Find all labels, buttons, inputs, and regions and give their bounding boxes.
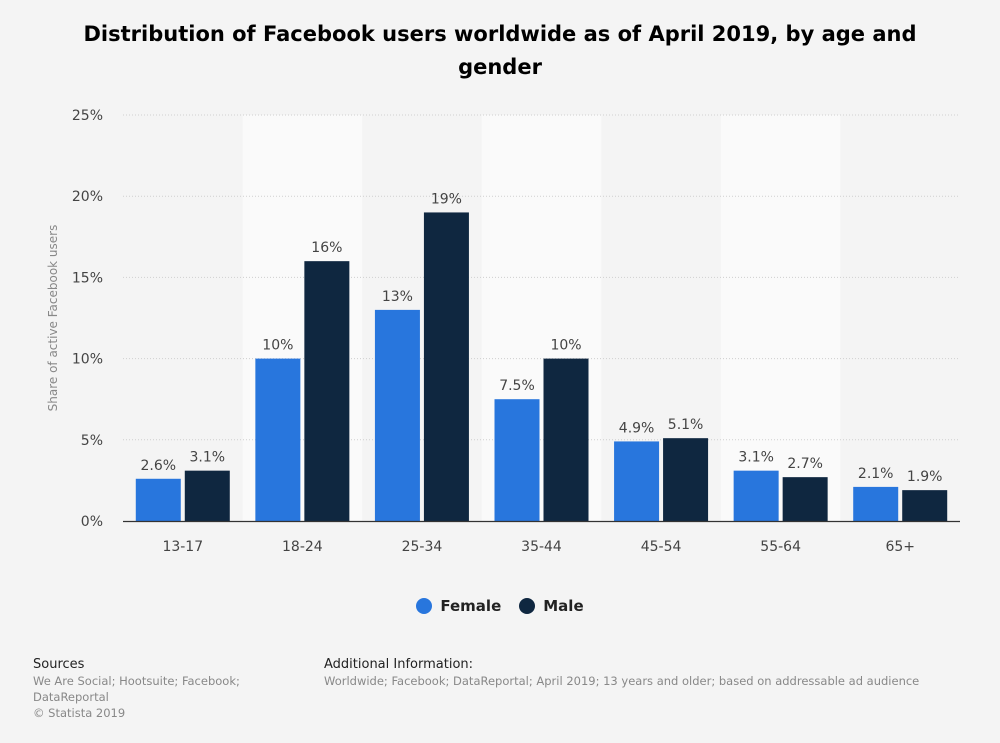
bar-female-35-44[interactable] [494, 399, 540, 521]
bar-female-45-54[interactable] [614, 441, 660, 521]
bar-label-male-25-34: 19% [431, 191, 462, 207]
bar-label-male-45-54: 5.1% [668, 417, 704, 433]
bar-label-female-55-64: 3.1% [738, 450, 774, 466]
additional-info-text: Worldwide; Facebook; DataReportal; April… [324, 674, 920, 688]
x-axis-ticks: 13-17 18-24 25-34 35-44 45-54 55-64 65+ [162, 539, 915, 555]
bar-label-female-13-17: 2.6% [140, 458, 176, 474]
y-tick-label: 0% [81, 514, 103, 530]
x-tick-label-65+: 65+ [885, 539, 915, 555]
bar-female-65+[interactable] [853, 486, 899, 521]
bar-label-male-55-64: 2.7% [787, 456, 823, 472]
y-tick-label: 15% [72, 270, 103, 286]
legend-item-male[interactable]: Male [519, 597, 584, 615]
legend-male-dot [519, 598, 536, 614]
sources-block: Sources We Are Social; Hootsuite; Facebo… [33, 657, 283, 721]
chart-title: Distribution of Facebook users worldwide… [83, 22, 917, 79]
bar-male-18-24[interactable] [304, 261, 350, 521]
bar-male-25-34[interactable] [423, 212, 469, 521]
bar-male-65+[interactable] [902, 490, 948, 521]
x-tick-label-35-44: 35-44 [521, 539, 562, 555]
bar-male-55-64[interactable] [782, 477, 828, 521]
sources-line-2: DataReportal [33, 690, 109, 704]
bar-value-labels: 2.6% 3.1% 10% 16% 13% 19% 7.5% 10% 4.9% 5.1% 3.1% 2… [140, 191, 942, 485]
bar-female-18-24[interactable] [255, 358, 301, 521]
copyright-text: © Statista 2019 [33, 706, 126, 720]
y-tick-label: 5% [81, 433, 103, 449]
bar-label-female-18-24: 10% [262, 338, 293, 354]
x-tick-label-13-17: 13-17 [162, 539, 203, 555]
bar-female-55-64[interactable] [733, 470, 779, 521]
band-55-64 [720, 115, 841, 521]
legend-female-label: Female [440, 597, 502, 615]
bar-label-female-25-34: 13% [382, 289, 413, 305]
sources-line-1: We Are Social; Hootsuite; Facebook; [33, 674, 240, 688]
x-tick-label-45-54: 45-54 [641, 539, 682, 555]
y-axis-label: Share of active Facebook users [46, 225, 60, 412]
y-tick-label: 20% [72, 189, 103, 205]
bar-label-male-35-44: 10% [550, 338, 581, 354]
bar-male-45-54[interactable] [663, 438, 709, 521]
bar-label-female-45-54: 4.9% [619, 420, 655, 436]
bar-label-male-65+: 1.9% [907, 469, 943, 485]
bar-male-35-44[interactable] [543, 358, 589, 521]
legend: Female Male [0, 597, 1000, 615]
additional-info-block: Additional Information: Worldwide; Faceb… [324, 657, 964, 689]
bar-female-25-34[interactable] [374, 309, 420, 521]
y-tick-label: 25% [72, 108, 103, 124]
legend-male-label: Male [543, 597, 584, 615]
bar-label-female-65+: 2.1% [858, 466, 894, 482]
x-tick-label-18-24: 18-24 [282, 539, 323, 555]
x-tick-label-25-34: 25-34 [402, 539, 443, 555]
bar-label-male-13-17: 3.1% [189, 450, 225, 466]
bars [135, 212, 948, 521]
y-axis-ticks: 0% 5% 10% 15% 20% 25% [72, 108, 103, 530]
bar-label-male-18-24: 16% [311, 240, 342, 256]
bar-female-13-17[interactable] [135, 478, 181, 521]
bar-male-13-17[interactable] [184, 470, 230, 521]
y-tick-label: 10% [72, 352, 103, 368]
legend-female-dot [416, 598, 433, 614]
additional-info-heading[interactable]: Additional Information: [324, 657, 474, 672]
bar-label-female-35-44: 7.5% [499, 378, 535, 394]
sources-heading[interactable]: Sources [33, 657, 85, 672]
x-tick-label-55-64: 55-64 [760, 539, 801, 555]
legend-item-female[interactable]: Female [416, 597, 501, 615]
